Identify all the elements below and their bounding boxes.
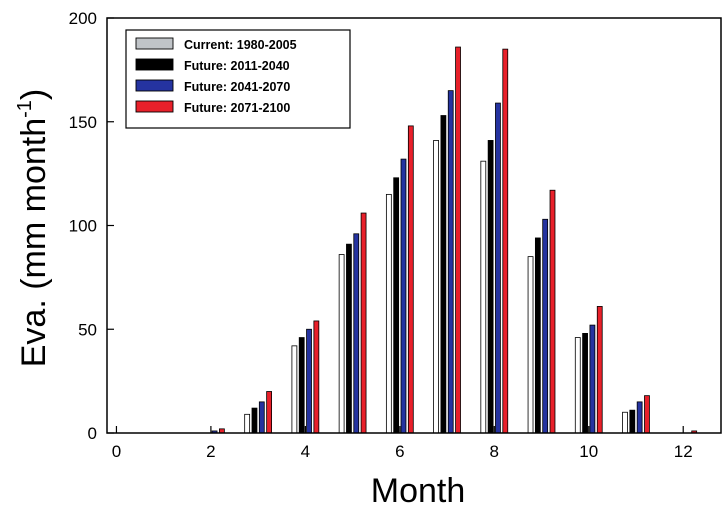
bar-3-month-6 — [400, 158, 407, 434]
y-axis-title-suffix: ) — [15, 89, 53, 100]
y-tick-label-0: 0 — [88, 424, 97, 443]
bar-1-month-7 — [433, 140, 439, 434]
bar-3-month-5 — [353, 233, 360, 434]
bar-2-month-8 — [487, 140, 494, 434]
bars-group — [211, 46, 698, 434]
bar-2-month-7 — [440, 115, 447, 434]
bar-4-month-8 — [502, 48, 509, 434]
y-axis-title-superscript: -1 — [14, 100, 36, 118]
bar-3-month-10 — [589, 324, 596, 434]
bar-2-month-10 — [582, 332, 588, 434]
bar-1-month-5 — [338, 254, 345, 434]
x-tick-label-2: 2 — [206, 442, 215, 461]
bar-1-month-6 — [385, 193, 392, 434]
bar-4-month-4 — [313, 320, 320, 434]
bar-3-month-9 — [542, 218, 549, 434]
legend-swatch-4 — [135, 100, 174, 113]
bar-4-month-9 — [549, 189, 556, 434]
ticks-group: 0 2 4 6 8 10 12 0 50 100 150 200 — [69, 9, 693, 461]
y-tick-label-100: 100 — [69, 217, 97, 236]
bar-3-month-8 — [495, 102, 501, 434]
bar-4-month-3 — [266, 391, 273, 434]
bar-1-month-10 — [574, 337, 581, 434]
y-tick-label-200: 200 — [69, 9, 97, 28]
x-tick-label-0: 0 — [112, 442, 121, 461]
x-tick-label-4: 4 — [301, 442, 310, 461]
y-tick-label-50: 50 — [78, 320, 97, 339]
bar-1-month-3 — [244, 413, 251, 434]
legend-swatch-3 — [135, 79, 174, 92]
bar-2-month-3 — [251, 407, 258, 434]
bar-4-month-6 — [407, 125, 414, 434]
legend-label-1: Current: 1980-2005 — [184, 38, 297, 52]
legend-swatch-1 — [135, 37, 174, 50]
bar-4-month-10 — [596, 306, 603, 434]
bar-3-month-3 — [258, 401, 265, 434]
bar-3-month-11 — [636, 401, 643, 434]
bar-3-month-4 — [306, 328, 312, 434]
x-tick-label-8: 8 — [490, 442, 499, 461]
bar-4-month-5 — [360, 212, 367, 434]
legend-label-3: Future: 2041-2070 — [184, 80, 290, 94]
x-tick-label-10: 10 — [579, 442, 598, 461]
bar-1-month-8 — [480, 160, 487, 434]
y-axis-title: Eva. (mm month-1) — [14, 89, 53, 368]
x-tick-label-12: 12 — [674, 442, 693, 461]
bar-2-month-4 — [298, 337, 305, 434]
bar-2-month-9 — [534, 237, 541, 434]
legend-label-2: Future: 2011-2040 — [184, 59, 290, 73]
legend-label-4: Future: 2071-2100 — [184, 101, 290, 115]
bar-2-month-11 — [629, 409, 636, 434]
x-axis-title: Month — [371, 472, 466, 507]
bar-4-month-7 — [455, 46, 461, 434]
x-tick-label-6: 6 — [395, 442, 404, 461]
bar-1-month-9 — [527, 256, 534, 434]
bar-2-month-6 — [393, 177, 400, 434]
bar-1-month-4 — [291, 345, 298, 434]
y-tick-label-150: 150 — [69, 113, 97, 132]
y-axis-title-main: Eva. (mm month — [15, 118, 53, 367]
legend: Current: 1980-2005 Future: 2011-2040 Futur… — [125, 29, 351, 129]
bar-3-month-7 — [447, 90, 454, 434]
legend-swatch-2 — [135, 58, 174, 71]
bar-2-month-5 — [346, 243, 352, 434]
bar-4-month-11 — [644, 395, 650, 434]
bar-1-month-11 — [622, 411, 628, 434]
